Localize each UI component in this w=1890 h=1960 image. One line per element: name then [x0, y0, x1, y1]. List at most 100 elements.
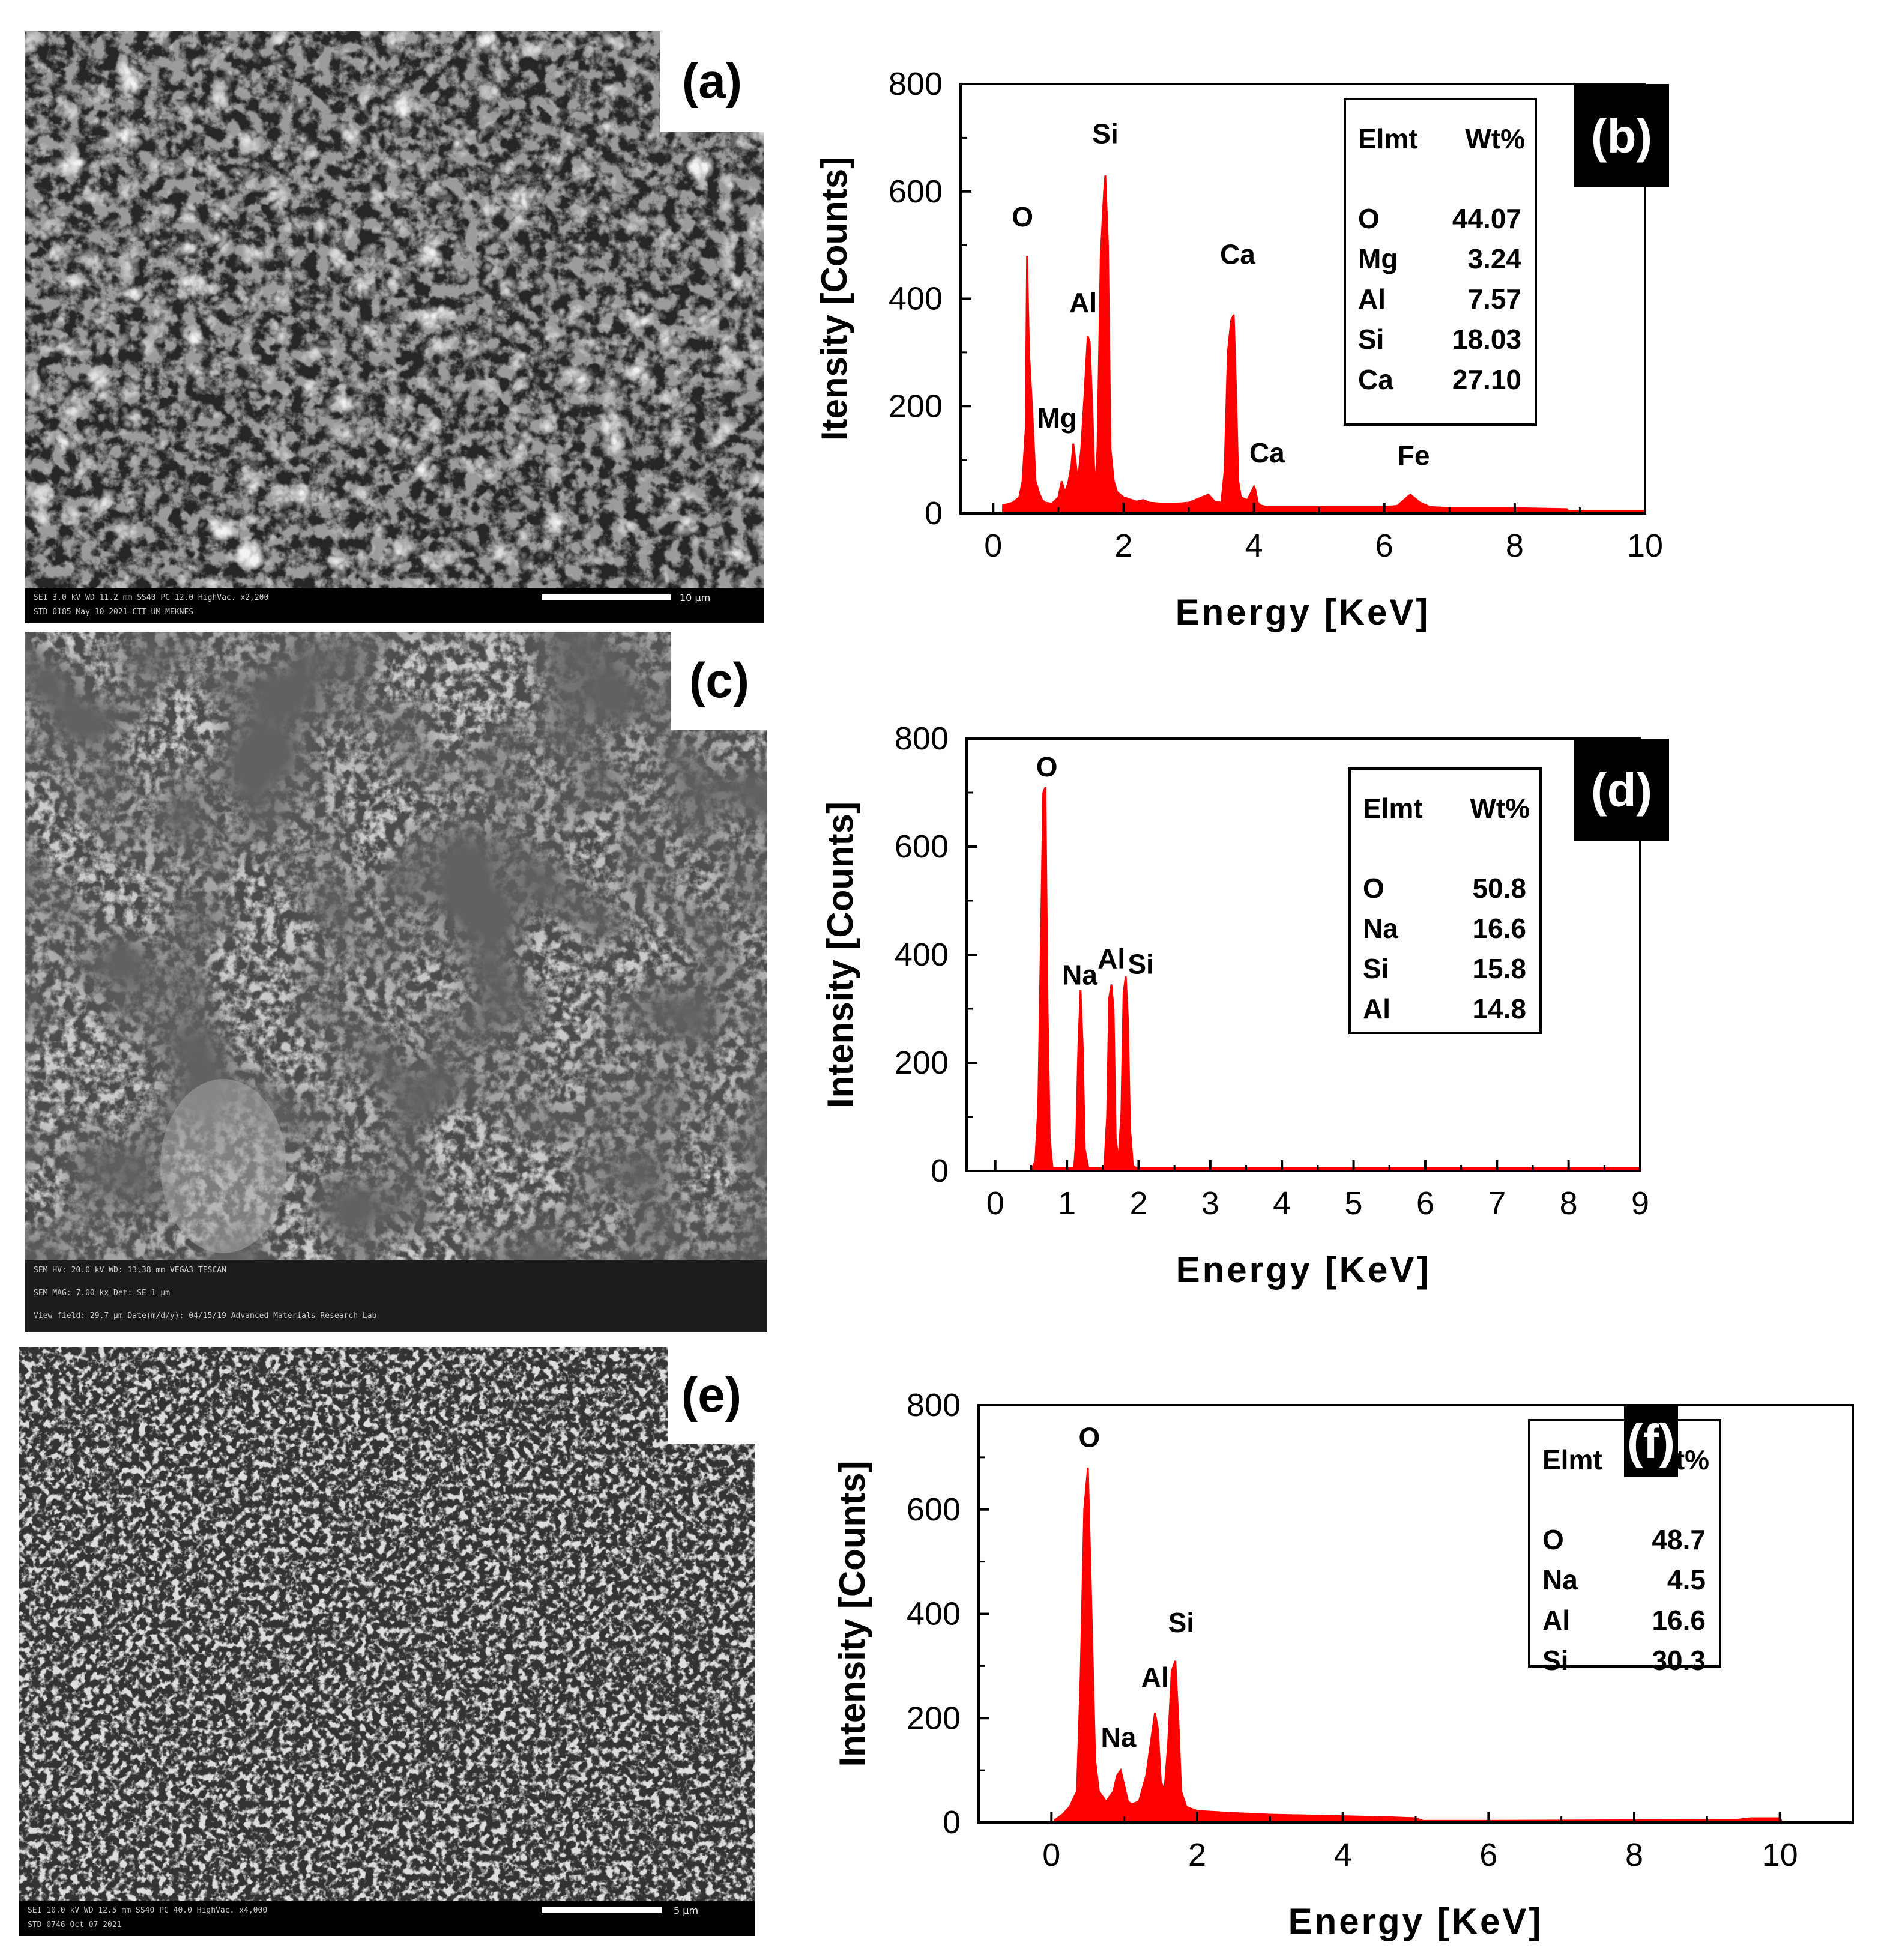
scale-bar-label: 5 µm — [674, 1905, 699, 1916]
table-cell-element: O — [1358, 203, 1380, 234]
table-header-element: Elmt — [1363, 793, 1423, 824]
sem-texture-e — [19, 1348, 755, 1936]
panel-label-box — [1574, 84, 1669, 187]
x-tick-label: 3 — [1201, 1185, 1219, 1221]
scale-bar — [542, 594, 671, 600]
peak-label: Na — [1062, 960, 1097, 991]
sem-image-c: SEM HV: 20.0 kV WD: 13.38 mm VEGA3 TESCA… — [25, 632, 767, 1332]
peak-label: O — [1036, 751, 1058, 782]
panel-label-a: (a) — [660, 31, 764, 132]
y-tick-label: 200 — [895, 1045, 949, 1081]
table-header-element: Elmt — [1542, 1444, 1602, 1475]
table-cell-element: Mg — [1358, 243, 1398, 274]
panel-label: (d) — [1591, 763, 1652, 817]
table-frame — [1344, 98, 1537, 426]
sem-info-line: SEI 10.0 kV WD 12.5 mm SS40 PC 40.0 High… — [28, 1906, 268, 1915]
x-tick-label: 6 — [1479, 1837, 1497, 1873]
spectrum-series — [1054, 1468, 1783, 1824]
panel-label-box — [1574, 739, 1669, 841]
sem-info-line: STD 0185 May 10 2021 CTT-UM-MEKNES — [34, 608, 194, 617]
sem-image-a: SEI 3.0 kV WD 11.2 mm SS40 PC 12.0 HighV… — [25, 31, 764, 623]
x-tick-label: 1 — [1058, 1185, 1076, 1221]
x-tick-label: 9 — [1631, 1185, 1649, 1221]
y-tick-label: 400 — [895, 937, 949, 973]
table-cell-wt: 16.6 — [1472, 913, 1526, 944]
x-axis-label: Energy [KeV] — [1176, 592, 1431, 632]
x-tick-label: 6 — [1375, 528, 1393, 564]
x-tick-label: 2 — [1114, 528, 1132, 564]
x-tick-label: 8 — [1560, 1185, 1578, 1221]
table-cell-wt: 18.03 — [1452, 324, 1521, 355]
table-cell-element: Al — [1363, 993, 1390, 1024]
y-tick-label: 0 — [943, 1804, 961, 1841]
table-cell-wt: 48.7 — [1652, 1524, 1706, 1555]
table-cell-element: Na — [1542, 1564, 1578, 1596]
peak-label: Ca — [1249, 437, 1285, 468]
table-cell-element: O — [1542, 1524, 1564, 1555]
x-axis-label: Energy [KeV] — [1288, 1901, 1544, 1941]
y-axis-label: Intensity [Counts] — [832, 1461, 872, 1767]
x-tick-label: 0 — [984, 528, 1002, 564]
peak-label: O — [1012, 201, 1033, 232]
table-header-element: Elmt — [1358, 123, 1418, 154]
y-tick-label: 400 — [889, 281, 943, 317]
panel-label-c: (c) — [671, 632, 767, 730]
table-cell-element: Al — [1358, 283, 1386, 315]
scale-bar-label: 10 µm — [680, 592, 711, 603]
x-tick-label: 2 — [1129, 1185, 1147, 1221]
composition-table: Elmt Wt% O 50.8 Na 16.6 Si 15.8 Al 14.8 — [1348, 767, 1542, 1034]
sem-info-bar-e: SEI 10.0 kV WD 12.5 mm SS40 PC 40.0 High… — [19, 1901, 755, 1936]
table-cell-wt: 7.57 — [1467, 283, 1521, 315]
plot-frame — [959, 83, 1646, 515]
y-tick-label: 0 — [925, 495, 943, 531]
panel-label-e: (e) — [668, 1348, 755, 1444]
y-tick-label: 600 — [907, 1492, 961, 1528]
sem-info-bar-c: SEM HV: 20.0 kV WD: 13.38 mm VEGA3 TESCA… — [25, 1260, 767, 1332]
x-tick-label: 10 — [1627, 528, 1663, 564]
composition-table: Elmt Wt%O 48.7Na 4.5Al 16.6Si 30.3 — [1528, 1419, 1721, 1676]
x-tick-label: 4 — [1273, 1185, 1291, 1221]
sem-texture-a — [25, 31, 764, 623]
y-axis-label: Itensity [Counts] — [814, 157, 854, 441]
x-tick-label: 7 — [1488, 1185, 1506, 1221]
x-axis-label: Energy [KeV] — [1176, 1250, 1431, 1290]
y-tick-label: 400 — [907, 1596, 961, 1632]
y-tick-label: 600 — [889, 174, 943, 210]
table-cell-element: Si — [1542, 1645, 1568, 1676]
panel-label: (b) — [1591, 109, 1652, 163]
table-header-wt: Wt% — [1465, 123, 1525, 154]
table-cell-wt: 27.10 — [1452, 364, 1521, 395]
peak-label: Fe — [1398, 440, 1430, 471]
table-cell-element: Al — [1542, 1605, 1570, 1636]
y-tick-label: 200 — [907, 1700, 961, 1736]
y-axis-label: Intensity [Counts] — [820, 802, 860, 1108]
table-frame — [1348, 767, 1542, 1034]
x-tick-label: 8 — [1506, 528, 1524, 564]
table-cell-element: Ca — [1358, 364, 1393, 395]
x-tick-label: 8 — [1625, 1837, 1643, 1873]
table-cell-element: Si — [1358, 324, 1384, 355]
sem-info-line: SEI 3.0 kV WD 11.2 mm SS40 PC 12.0 HighV… — [34, 593, 269, 602]
table-cell-wt: 3.24 — [1467, 243, 1521, 274]
table-cell-wt: 30.3 — [1652, 1645, 1706, 1676]
table-cell-wt: 15.8 — [1472, 953, 1526, 984]
sem-info-line: View field: 29.7 µm Date(m/d/y): 04/15/1… — [34, 1311, 377, 1320]
x-tick-label: 0 — [1042, 1837, 1060, 1873]
sem-image-e: SEI 10.0 kV WD 12.5 mm SS40 PC 40.0 High… — [19, 1348, 755, 1936]
peak-label: Ca — [1220, 238, 1255, 270]
sem-info-line: SEM HV: 20.0 kV WD: 13.38 mm VEGA3 TESCA… — [34, 1266, 226, 1275]
table-cell-wt: 44.07 — [1452, 203, 1521, 234]
y-tick-label: 0 — [931, 1153, 949, 1189]
spectrum-series — [1002, 175, 1646, 515]
table-cell-wt: 50.8 — [1472, 873, 1526, 904]
x-tick-label: 5 — [1345, 1185, 1363, 1221]
y-tick-label: 800 — [907, 1387, 961, 1423]
x-tick-label: 6 — [1416, 1185, 1434, 1221]
peak-label: Na — [1101, 1722, 1137, 1753]
eds-chart-f: 0 200 400 600 800 0 2 4 6 8 10 Energy [KeV] Intensit… — [832, 1387, 1854, 1941]
peak-label: Si — [1092, 118, 1118, 149]
sem-texture-c — [25, 632, 767, 1332]
table-header-wt: Wt% — [1470, 793, 1530, 824]
x-tick-label: 0 — [986, 1185, 1004, 1221]
y-tick-label: 600 — [895, 829, 949, 865]
